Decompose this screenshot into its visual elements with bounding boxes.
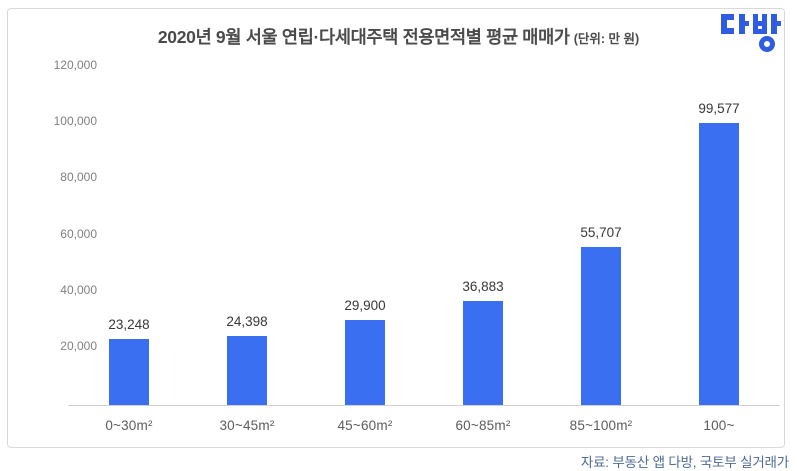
bar-group-45-60: 29,900 [306, 0, 424, 405]
bar-group-0-30: 23,248 [70, 0, 188, 405]
x-axis-category-labels: 0~30m² 30~45m² 45~60m² 60~85m² 85~100m² … [70, 418, 778, 433]
bar [227, 335, 267, 405]
x-tick: 60~85m² [455, 418, 511, 433]
y-tick: 120,000 [53, 58, 97, 72]
bar [581, 247, 621, 405]
dabang-logo-icon [721, 14, 781, 52]
y-tick: 60,000 [60, 227, 97, 241]
bar-group-100plus: 99,577 [660, 0, 778, 405]
bar-value-label: 55,707 [580, 225, 622, 241]
bar [463, 300, 503, 405]
bar-group-60-85: 36,883 [424, 0, 542, 405]
bar-value-label: 36,883 [462, 278, 504, 294]
y-tick: 100,000 [53, 114, 97, 128]
bar-group-85-100: 55,707 [542, 0, 660, 405]
y-tick: 20,000 [60, 339, 97, 353]
x-tick: 85~100m² [569, 418, 633, 433]
unit-note: (단위: 만 원) [573, 32, 640, 46]
x-axis-line [68, 405, 780, 406]
x-tick: 30~45m² [219, 418, 275, 433]
y-tick: 80,000 [60, 170, 97, 184]
y-tick: 40,000 [60, 283, 97, 297]
bar [699, 122, 739, 405]
x-tick: 100~ [703, 418, 735, 433]
bar [345, 320, 385, 405]
chart-title: 2020년 9월 서울 연립·다세대주택 전용면적별 평균 매매가 [157, 27, 570, 47]
bar-value-label: 29,900 [344, 298, 386, 314]
bar-value-label: 24,398 [226, 313, 268, 329]
bar-group-30-45: 24,398 [188, 0, 306, 405]
bar-value-label: 99,577 [698, 100, 740, 116]
x-tick: 0~30m² [105, 418, 153, 433]
x-tick: 45~60m² [337, 418, 393, 433]
bar [109, 339, 149, 405]
title-row: 2020년 9월 서울 연립·다세대주택 전용면적별 평균 매매가 (단위: 만 … [0, 24, 797, 49]
bar-columns: 23,248 24,398 29,900 36,883 55,707 99,57… [70, 0, 778, 405]
source-note: 자료: 부동산 앱 다방, 국토부 실거래가 [580, 455, 789, 470]
bar-value-label: 23,248 [108, 317, 150, 333]
